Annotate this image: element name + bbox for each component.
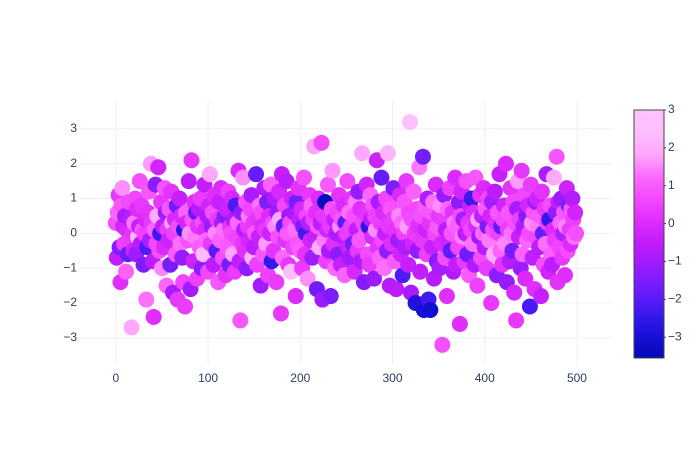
point	[521, 298, 538, 315]
point	[532, 288, 549, 305]
y-tick-label: −3	[63, 330, 77, 344]
point	[268, 274, 285, 291]
point	[138, 291, 155, 308]
point	[201, 166, 218, 183]
point	[177, 298, 194, 315]
point	[388, 281, 405, 298]
y-tick-label: 3	[70, 121, 77, 135]
point	[469, 277, 486, 294]
point	[545, 169, 562, 186]
point	[235, 169, 252, 186]
point	[434, 336, 451, 353]
point	[451, 315, 468, 332]
points	[107, 113, 585, 353]
x-tick-label: 200	[290, 371, 310, 385]
point	[313, 134, 330, 151]
y-tick-label: −2	[63, 295, 77, 309]
x-tick-label: 300	[383, 371, 403, 385]
point	[422, 301, 439, 318]
x-tick-label: 0	[113, 371, 120, 385]
point	[339, 173, 356, 190]
point	[287, 288, 304, 305]
point	[248, 166, 265, 183]
point	[366, 270, 383, 287]
point	[412, 263, 429, 280]
colorbar: −3 −2 −1 0 1 2 3	[633, 102, 682, 359]
y-tick-label: 2	[70, 156, 77, 170]
point	[564, 190, 581, 207]
point	[414, 148, 431, 165]
colorbar-tick-label: 3	[668, 102, 675, 116]
point	[354, 145, 371, 162]
point	[180, 173, 197, 190]
point	[145, 308, 162, 325]
point	[517, 270, 534, 287]
point	[508, 312, 525, 329]
x-tick-label: 500	[567, 371, 587, 385]
colorbar-tick-label: 2	[668, 140, 675, 154]
point	[438, 288, 455, 305]
y-tick-label: 1	[70, 191, 77, 205]
y-tick-label: 0	[70, 226, 77, 240]
point	[324, 162, 341, 179]
point	[322, 288, 339, 305]
point	[405, 183, 422, 200]
point	[123, 319, 140, 336]
point	[533, 183, 550, 200]
point	[373, 169, 390, 186]
axes: 0 100 200 300 400 500 −3 −2 −1 0 1 2 3	[63, 121, 587, 385]
point	[319, 176, 336, 193]
point	[497, 155, 514, 172]
point	[400, 256, 417, 273]
point	[118, 263, 135, 280]
colorbar-tick-label: −1	[668, 254, 682, 268]
point	[183, 152, 200, 169]
x-tick-label: 100	[198, 371, 218, 385]
point	[556, 267, 573, 284]
point	[299, 270, 316, 287]
point	[483, 295, 500, 312]
colorbar-tick-label: 0	[668, 216, 675, 230]
point	[513, 162, 530, 179]
point	[568, 225, 585, 242]
point	[506, 284, 523, 301]
point	[171, 190, 188, 207]
point	[402, 113, 419, 130]
point	[486, 183, 503, 200]
colorbar-tick-label: −3	[668, 329, 682, 343]
colorbar-gradient	[633, 109, 665, 359]
point	[232, 312, 249, 329]
point	[567, 204, 584, 221]
point	[278, 173, 295, 190]
x-tick-label: 400	[475, 371, 495, 385]
point	[131, 173, 148, 190]
point	[548, 148, 565, 165]
colorbar-tick-label: −2	[668, 291, 682, 305]
point	[114, 180, 131, 197]
point	[150, 159, 167, 176]
point	[295, 169, 312, 186]
point	[272, 305, 289, 322]
point	[379, 145, 396, 162]
colorbar-tick-label: 1	[668, 178, 675, 192]
y-tick-label: −1	[63, 260, 77, 274]
